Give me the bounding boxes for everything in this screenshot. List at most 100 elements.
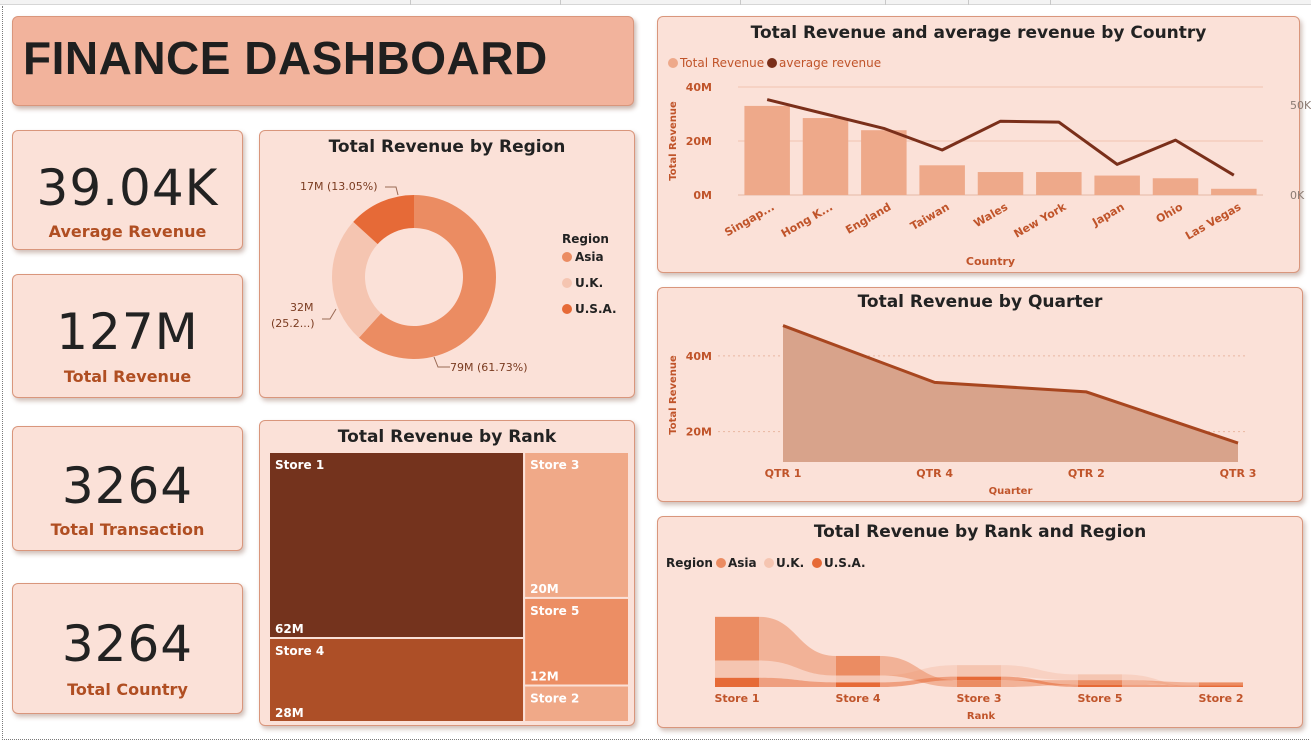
rank-region-ribbon-chart: Store 1 Store 4 Store 3 Store 5 Store 2 Rank R…	[666, 556, 1244, 722]
treemap-tile-value: 28M	[275, 706, 304, 720]
legend-label: Total Revenue	[679, 56, 764, 70]
ribbon-band-usa	[1122, 684, 1199, 687]
x-tick-label: Store 2	[1198, 692, 1243, 705]
x-tick-label: Singap...	[722, 200, 776, 239]
country-combo-chart: 0M 20M 40M 0K 50K Total Revenue Singap... Hong …	[668, 56, 1311, 268]
y-tick-label: 40M	[686, 350, 712, 363]
toolbar-divider	[968, 0, 969, 5]
x-tick-label: England	[843, 200, 893, 236]
ribbon-segment-uk	[836, 675, 880, 683]
treemap-tile-store-5	[523, 596, 630, 687]
legend-swatch	[764, 558, 774, 568]
kpi-card-total-transaction[interactable]: 3264 Total Transaction	[12, 426, 243, 551]
x-tick-label: QTR 1	[765, 467, 802, 480]
area-fill	[783, 325, 1238, 462]
ribbon-segment-uk	[957, 665, 1001, 677]
ribbon-band-uk	[1001, 665, 1078, 681]
x-axis-title: Rank	[967, 711, 996, 722]
legend-label: Asia	[728, 556, 757, 570]
area-line	[782, 324, 1239, 445]
rank-region-ribbon-card[interactable]: Total Revenue by Rank and Region Store 1…	[657, 516, 1303, 728]
country-combo-card[interactable]: Total Revenue and average revenue by Cou…	[657, 16, 1311, 273]
region-donut-card[interactable]: Total Revenue by Region 79M (61.73%) 32M (…	[259, 130, 635, 398]
legend-label: average revenue	[779, 56, 881, 70]
legend-swatch	[562, 278, 572, 288]
ribbon-band-asia	[1122, 680, 1199, 686]
treemap-tile-label: Store 5	[530, 604, 579, 618]
ribbon-band-uk	[759, 660, 836, 683]
bar-total-revenue	[1094, 175, 1140, 195]
x-tick-label: QTR 2	[1068, 467, 1105, 480]
x-tick-label: Store 3	[956, 692, 1001, 705]
x-tick-label: Store 5	[1077, 692, 1122, 705]
donut-slice-asia	[358, 195, 496, 359]
treemap-tile-value: 20M	[530, 582, 559, 596]
ribbon-segment-usa	[957, 676, 1001, 681]
top-toolbar-strip	[0, 0, 1311, 5]
toolbar-divider	[885, 0, 886, 5]
x-tick-label: Japan	[1089, 200, 1126, 229]
kpi-value: 39.04K	[36, 159, 219, 217]
x-tick-label: Store 1	[714, 692, 759, 705]
chart-title: Total Revenue and average revenue by Cou…	[750, 23, 1207, 43]
legend-swatch	[767, 58, 777, 68]
kpi-card-total-revenue[interactable]: 127M Total Revenue	[12, 274, 243, 398]
donut-data-label: 32M	[290, 301, 314, 314]
quarter-area-chart: 20M 40M Total Revenue QTR 1 QTR 4 QTR 2 QTR 3 Q…	[668, 324, 1256, 497]
ribbon-segment-asia	[1078, 680, 1122, 685]
bar-total-revenue	[1036, 172, 1082, 195]
kpi-label: Total Transaction	[50, 520, 205, 539]
bar-total-revenue	[802, 118, 849, 195]
y2-tick-label: 0K	[1290, 189, 1305, 202]
ribbon-segment-asia	[836, 655, 880, 676]
kpi-value: 127M	[56, 303, 199, 361]
treemap-tile-value: 62M	[275, 622, 304, 636]
y-tick-label: 20M	[686, 426, 712, 439]
ribbon-band-usa	[880, 676, 957, 687]
treemap-tile-label: Store 1	[275, 458, 324, 472]
x-tick-label: Store 4	[835, 692, 880, 705]
chart-title: Total Revenue by Rank	[337, 427, 557, 447]
ribbon-segment-usa	[1199, 685, 1243, 687]
toolbar-divider	[560, 0, 561, 5]
donut-data-label: 79M (61.73%)	[450, 361, 528, 374]
x-tick-label: Ohio	[1154, 200, 1186, 226]
ribbon-segment-usa	[1078, 684, 1122, 687]
donut-leader-line	[385, 186, 399, 196]
x-tick-label: Hong K...	[779, 200, 835, 240]
rank-treemap-card[interactable]: Total Revenue by Rank Store 1 62M Store 4 2…	[259, 420, 635, 726]
bar-total-revenue	[861, 130, 907, 195]
ribbon-band-asia	[759, 616, 836, 676]
y-axis-title: Total Revenue	[668, 355, 679, 435]
ribbon-segment-asia	[957, 680, 1001, 687]
region-donut-chart: 79M (61.73%) 32M (25.2...) 17M (13.05%) Regi…	[271, 180, 617, 374]
y-tick-label: 40M	[686, 81, 712, 94]
ribbon-segment-uk	[1078, 674, 1122, 681]
donut-data-label: (25.2...)	[271, 317, 315, 330]
legend-swatch	[812, 558, 822, 568]
donut-leader-line	[433, 356, 450, 368]
bar-total-revenue	[919, 165, 965, 195]
y-tick-label: 0M	[693, 189, 712, 202]
donut-slice-usa	[353, 195, 414, 245]
x-axis-title: Country	[966, 255, 1015, 268]
ribbon-segment-asia	[1199, 682, 1243, 686]
toolbar-divider	[410, 0, 411, 5]
toolbar-divider	[1050, 0, 1051, 5]
legend-label: U.S.A.	[824, 556, 866, 570]
treemap-tile-value: 12M	[530, 670, 559, 684]
bar-total-revenue	[977, 172, 1024, 195]
kpi-label: Total Country	[67, 680, 188, 699]
legend-swatch	[562, 252, 572, 262]
x-tick-label: Wales	[971, 200, 1010, 230]
bar-total-revenue	[744, 105, 790, 195]
kpi-card-total-country[interactable]: 3264 Total Country	[12, 583, 243, 714]
ribbon-segment-usa	[715, 677, 759, 687]
x-tick-label: Las Vegas	[1183, 200, 1244, 242]
kpi-card-average-revenue[interactable]: 39.04K Average Revenue	[12, 130, 243, 250]
legend-label: Asia	[575, 250, 604, 264]
treemap-tile-store-1	[268, 451, 526, 639]
x-tick-label: New York	[1012, 200, 1069, 241]
legend-swatch	[562, 304, 572, 314]
quarter-area-card[interactable]: Total Revenue by Quarter 20M 40M Total Rev…	[657, 287, 1303, 502]
